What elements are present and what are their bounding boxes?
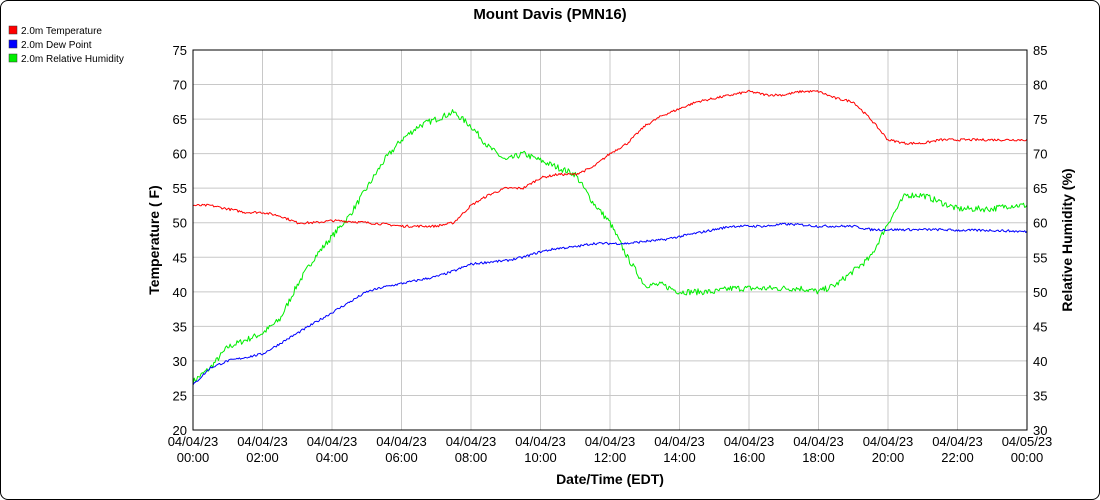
x-tick-date-label: 04/04/23 bbox=[237, 434, 288, 449]
left-tick-label: 55 bbox=[173, 181, 187, 196]
x-tick-time-label: 00:00 bbox=[1011, 450, 1044, 465]
x-tick-date-label: 04/05/23 bbox=[1002, 434, 1053, 449]
right-tick-label: 35 bbox=[1033, 388, 1047, 403]
x-tick-date-label: 04/04/23 bbox=[515, 434, 566, 449]
right-tick-label: 50 bbox=[1033, 285, 1047, 300]
series-layer bbox=[192, 89, 1028, 386]
legend-swatch bbox=[8, 39, 18, 49]
right-tick-label: 40 bbox=[1033, 354, 1047, 369]
left-axis-title: Temperature ( F) bbox=[146, 185, 162, 294]
x-tick-date-label: 04/04/23 bbox=[793, 434, 844, 449]
chart-title: Mount Davis (PMN16) bbox=[473, 6, 626, 23]
legend-swatch bbox=[8, 53, 18, 63]
legend-swatch bbox=[8, 25, 18, 35]
legend-label: 2.0m Dew Point bbox=[21, 40, 92, 51]
left-tick-label: 40 bbox=[173, 285, 187, 300]
legend: 2.0m Temperature 2.0m Dew Point 2.0m Relat… bbox=[8, 25, 124, 65]
left-tick-label: 45 bbox=[173, 250, 187, 265]
right-axis-ticks: 30 35 40 45 50 55 60 65 70 75 80 85 bbox=[1033, 43, 1047, 438]
right-tick-label: 30 bbox=[1033, 423, 1047, 438]
x-tick-time-label: 06:00 bbox=[385, 450, 418, 465]
x-axis-title: Date/Time (EDT) bbox=[556, 471, 664, 487]
grid bbox=[192, 49, 1028, 431]
x-tick-time-label: 16:00 bbox=[733, 450, 766, 465]
x-tick-time-label: 08:00 bbox=[455, 450, 488, 465]
x-tick-date-label: 04/04/23 bbox=[168, 434, 219, 449]
x-tick-time-label: 20:00 bbox=[872, 450, 905, 465]
x-tick-time-label: 22:00 bbox=[941, 450, 974, 465]
left-tick-label: 60 bbox=[173, 147, 187, 162]
left-tick-label: 25 bbox=[173, 388, 187, 403]
x-tick-time-label: 12:00 bbox=[594, 450, 627, 465]
legend-label: 2.0m Temperature bbox=[21, 26, 102, 37]
x-tick-date-label: 04/04/23 bbox=[376, 434, 427, 449]
left-tick-label: 30 bbox=[173, 354, 187, 369]
series-line-2-0m-dew-point bbox=[192, 222, 1028, 386]
x-axis-ticks: 04/04/2300:0004/04/2302:0004/04/2304:000… bbox=[168, 434, 1053, 465]
right-tick-label: 55 bbox=[1033, 250, 1047, 265]
left-tick-label: 70 bbox=[173, 78, 187, 93]
right-axis-title: Relative Humidity (%) bbox=[1059, 168, 1075, 311]
right-tick-label: 85 bbox=[1033, 43, 1047, 58]
series-line-2-0m-temperature bbox=[192, 89, 1028, 228]
left-tick-label: 75 bbox=[173, 43, 187, 58]
right-tick-label: 45 bbox=[1033, 319, 1047, 334]
x-tick-date-label: 04/04/23 bbox=[654, 434, 705, 449]
x-tick-time-label: 00:00 bbox=[177, 450, 210, 465]
series-line-2-0m-relative-humidity bbox=[192, 109, 1028, 385]
left-axis-ticks: 20 25 30 35 40 45 50 55 60 65 70 75 bbox=[173, 43, 187, 438]
x-tick-date-label: 04/04/23 bbox=[446, 434, 497, 449]
x-tick-date-label: 04/04/23 bbox=[585, 434, 636, 449]
left-tick-label: 20 bbox=[173, 423, 187, 438]
right-tick-label: 80 bbox=[1033, 78, 1047, 93]
x-tick-time-label: 14:00 bbox=[663, 450, 696, 465]
x-tick-date-label: 04/04/23 bbox=[307, 434, 358, 449]
plot-border bbox=[192, 49, 1028, 431]
left-tick-label: 50 bbox=[173, 216, 187, 231]
x-tick-time-label: 10:00 bbox=[524, 450, 557, 465]
x-tick-date-label: 04/04/23 bbox=[724, 434, 775, 449]
x-tick-date-label: 04/04/23 bbox=[863, 434, 914, 449]
x-tick-time-label: 02:00 bbox=[246, 450, 279, 465]
right-tick-label: 70 bbox=[1033, 147, 1047, 162]
left-tick-label: 35 bbox=[173, 319, 187, 334]
x-tick-time-label: 04:00 bbox=[316, 450, 349, 465]
right-tick-label: 60 bbox=[1033, 216, 1047, 231]
right-tick-label: 65 bbox=[1033, 181, 1047, 196]
right-tick-label: 75 bbox=[1033, 112, 1047, 127]
x-tick-time-label: 18:00 bbox=[802, 450, 835, 465]
legend-label: 2.0m Relative Humidity bbox=[21, 54, 124, 65]
left-tick-label: 65 bbox=[173, 112, 187, 127]
x-tick-date-label: 04/04/23 bbox=[932, 434, 983, 449]
